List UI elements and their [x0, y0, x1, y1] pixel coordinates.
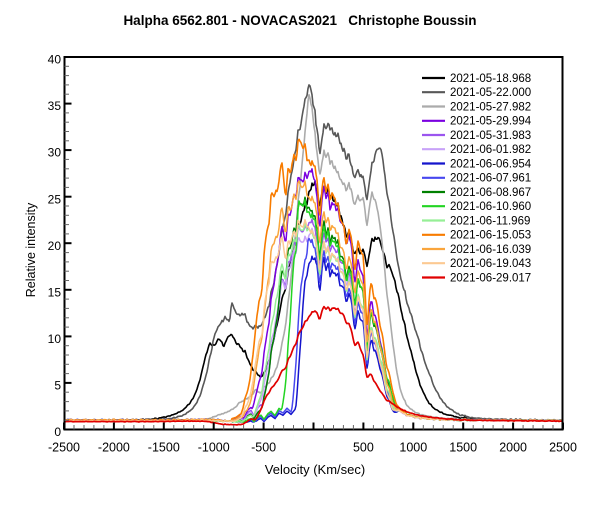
svg-text:2021-06-06.954: 2021-06-06.954: [450, 158, 532, 170]
svg-text:2021-05-18.968: 2021-05-18.968: [450, 73, 531, 85]
svg-text:2021-06-11.969: 2021-06-11.969: [450, 215, 530, 227]
svg-text:2021-06-08.967: 2021-06-08.967: [450, 187, 531, 199]
svg-text:25: 25: [48, 192, 62, 206]
svg-text:2021-06-15.053: 2021-06-15.053: [450, 230, 531, 242]
svg-text:30: 30: [48, 146, 62, 160]
svg-text:2000: 2000: [499, 441, 527, 455]
svg-text:20: 20: [48, 239, 62, 253]
svg-text:2021-06-01.982: 2021-06-01.982: [450, 144, 531, 156]
svg-text:2021-06-19.043: 2021-06-19.043: [450, 258, 531, 270]
svg-text:2021-05-29.994: 2021-05-29.994: [450, 116, 532, 128]
svg-text:10: 10: [48, 332, 62, 346]
svg-text:-1000: -1000: [198, 441, 230, 455]
svg-text:35: 35: [48, 99, 62, 113]
svg-text:-2000: -2000: [98, 441, 130, 455]
svg-text:-500: -500: [251, 441, 276, 455]
svg-text:Velocity (Km/sec): Velocity (Km/sec): [265, 462, 365, 477]
svg-text:2500: 2500: [549, 441, 577, 455]
svg-text:2021-05-31.983: 2021-05-31.983: [450, 130, 531, 142]
svg-text:Halpha 6562.801 - NOVACAS2021: Halpha 6562.801 - NOVACAS2021 Christophe…: [123, 13, 476, 28]
svg-text:1500: 1500: [449, 441, 477, 455]
svg-text:2021-06-29.017: 2021-06-29.017: [450, 272, 531, 284]
svg-text:2021-06-10.960: 2021-06-10.960: [450, 201, 531, 213]
svg-text:2021-06-07.961: 2021-06-07.961: [450, 173, 531, 185]
svg-text:1000: 1000: [399, 441, 427, 455]
svg-text:2021-06-16.039: 2021-06-16.039: [450, 244, 531, 256]
svg-text:-2500: -2500: [48, 441, 80, 455]
svg-text:5: 5: [54, 379, 61, 393]
svg-text:0: 0: [54, 425, 61, 439]
svg-text:40: 40: [48, 53, 62, 67]
svg-text:-1500: -1500: [148, 441, 180, 455]
svg-text:2021-05-27.982: 2021-05-27.982: [450, 101, 531, 113]
svg-text:15: 15: [48, 285, 62, 299]
svg-text:500: 500: [353, 441, 374, 455]
svg-text:Relative intensity: Relative intensity: [24, 202, 38, 297]
svg-text:2021-05-22.000: 2021-05-22.000: [450, 87, 531, 99]
